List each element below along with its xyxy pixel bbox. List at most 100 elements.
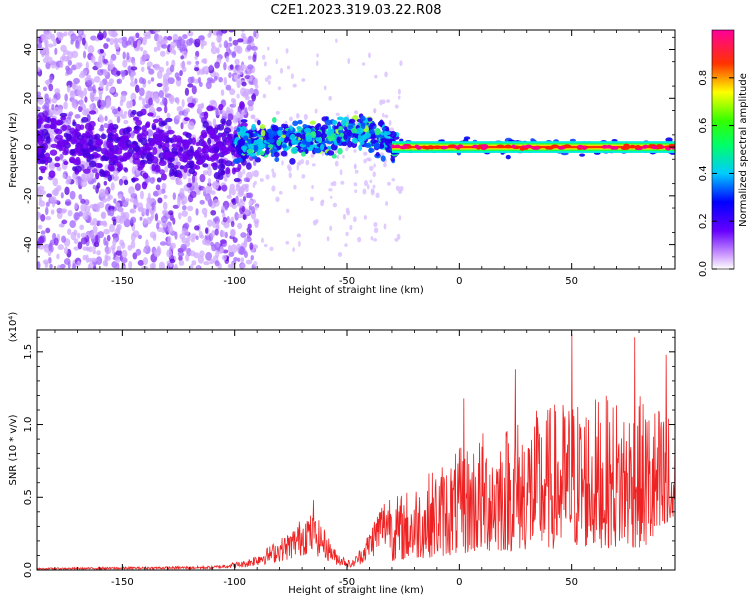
spectrogram-cell	[44, 206, 49, 216]
spectrogram-cell	[363, 215, 367, 220]
snr-frame	[36, 329, 676, 571]
spectrogram-cell	[284, 120, 288, 126]
spectrogram-cell	[132, 60, 136, 67]
spectrogram-cell	[160, 120, 168, 126]
spectrogram-cell	[69, 190, 76, 200]
spectrogram-cell	[45, 216, 52, 221]
spectrogram-cell	[112, 218, 117, 226]
spectrogram-cell	[375, 192, 380, 199]
spectrogram-cell	[247, 104, 254, 112]
spectrogram-cell	[129, 197, 136, 203]
spectrogram-cell	[80, 237, 88, 245]
spectrogram-cell	[186, 38, 193, 46]
spectrogram-cell	[135, 32, 140, 39]
spectrogram-cell	[223, 61, 227, 71]
spectrogram-cell	[108, 64, 114, 71]
spectrogram-cell	[54, 47, 58, 56]
spectrogram-cell	[68, 111, 74, 117]
spectrogram-cell	[375, 151, 380, 157]
spectrogram-cell	[62, 150, 69, 156]
spectrogram-cell	[195, 60, 200, 65]
spectrogram-cell	[379, 99, 383, 106]
spectrogram-cell	[59, 61, 64, 68]
spectrogram-cell	[118, 206, 123, 213]
spectrogram-cell	[241, 30, 245, 33]
spectrogram-cell	[202, 120, 209, 128]
spectrogram-cell	[244, 107, 248, 114]
spectrogram-cell	[42, 114, 49, 123]
spectrogram-cell	[47, 43, 54, 48]
spectrogram-cell	[107, 174, 112, 182]
spectrogram-cell	[48, 242, 52, 252]
spectrogram-cell	[239, 246, 246, 256]
spectrogram-cell	[384, 114, 389, 119]
spectrogram-cell	[75, 40, 80, 49]
spectrogram-cell	[85, 61, 89, 70]
spectrogram-cell	[62, 173, 67, 179]
spectrogram-cell	[259, 143, 266, 149]
spectrogram-cell	[128, 186, 135, 195]
spectrogram-cell	[141, 130, 149, 137]
spectrogram-cell	[235, 157, 243, 163]
spectrogram-cell	[72, 262, 76, 269]
spectrogram-cell	[353, 164, 357, 169]
spectrogram-cell	[237, 74, 241, 80]
spectrogram-cell	[169, 64, 175, 73]
spectrogram-cell	[74, 114, 81, 119]
spectrogram-cell	[209, 99, 217, 105]
spectrogram-cell	[49, 149, 58, 156]
spectrogram-cell	[388, 120, 392, 126]
spectrogram-cell	[177, 172, 183, 179]
spectrogram-cell	[557, 146, 566, 150]
spectrogram-cell	[130, 92, 137, 102]
spectrogram-cell	[363, 180, 368, 187]
spectrogram-cell	[260, 129, 266, 137]
spectrogram-cell	[146, 91, 153, 96]
spectrogram-cell	[94, 133, 101, 141]
spectrogram-cell	[263, 243, 268, 248]
spectrogram-cell	[168, 210, 174, 216]
spectrogram-cell	[41, 34, 46, 40]
spectrogram-cell	[37, 243, 45, 250]
spectrogram-cell	[354, 189, 358, 194]
spectrogram-cell	[148, 97, 153, 106]
spectrogram-cell	[109, 58, 113, 67]
spectrogram-cell	[300, 151, 306, 157]
spectrogram-cell	[203, 261, 210, 266]
spectrogram-cell	[209, 79, 216, 84]
spectrogram-cell	[113, 170, 119, 176]
spectrogram-cell	[103, 123, 109, 129]
spectrogram-cell	[104, 246, 112, 255]
spectrogram-cell	[145, 152, 153, 160]
spectrogram-cell	[53, 39, 57, 47]
spectrogram-cell	[202, 238, 208, 246]
spectrogram-cell	[277, 129, 283, 137]
spectrogram-cell	[37, 66, 41, 72]
spectrogram-cell	[139, 190, 144, 200]
spectrogram-cell	[247, 138, 252, 145]
spectrogram-cell	[271, 117, 277, 123]
spectrogram-cell	[242, 135, 249, 141]
spectrogram-cell	[168, 94, 175, 102]
spectrogram-cell	[665, 146, 671, 151]
spectrogram-cell	[182, 34, 188, 40]
spectrogram-cell	[200, 43, 204, 50]
spectrogram-cell	[275, 111, 280, 115]
spectrogram-cell	[181, 66, 187, 73]
spectrogram-cell	[480, 144, 489, 148]
spectrogram-cell	[134, 125, 139, 130]
spectrogram-cell	[183, 222, 190, 230]
spectrogram-cell	[186, 96, 193, 104]
spectrogram-cell	[228, 187, 232, 196]
spectrogram-cell	[101, 197, 108, 203]
spectrogram-cell	[104, 254, 108, 263]
spectrogram-cell	[161, 39, 168, 45]
spectrogram-cell	[173, 171, 180, 178]
spectrogram-cell	[40, 213, 46, 222]
spectrogram-cell	[368, 147, 373, 154]
spectrogram-cell	[141, 125, 147, 132]
spectrogram-cell	[119, 70, 127, 75]
spectrogram-cell	[141, 36, 147, 46]
spectrogram-cell	[89, 104, 93, 111]
spectrogram-cell	[167, 225, 174, 234]
